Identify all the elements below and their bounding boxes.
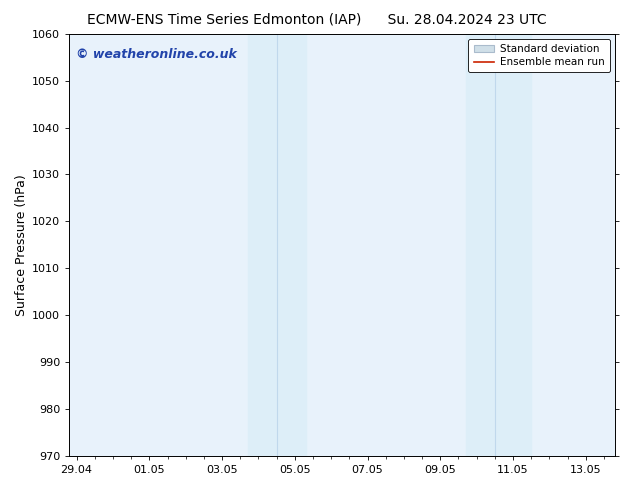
Text: ECMW-ENS Time Series Edmonton (IAP)      Su. 28.04.2024 23 UTC: ECMW-ENS Time Series Edmonton (IAP) Su. … — [87, 12, 547, 26]
Y-axis label: Surface Pressure (hPa): Surface Pressure (hPa) — [15, 174, 28, 316]
Legend: Standard deviation, Ensemble mean run: Standard deviation, Ensemble mean run — [469, 39, 610, 73]
Text: © weatheronline.co.uk: © weatheronline.co.uk — [76, 49, 236, 61]
Bar — [466, 34, 531, 456]
Bar — [247, 34, 306, 456]
